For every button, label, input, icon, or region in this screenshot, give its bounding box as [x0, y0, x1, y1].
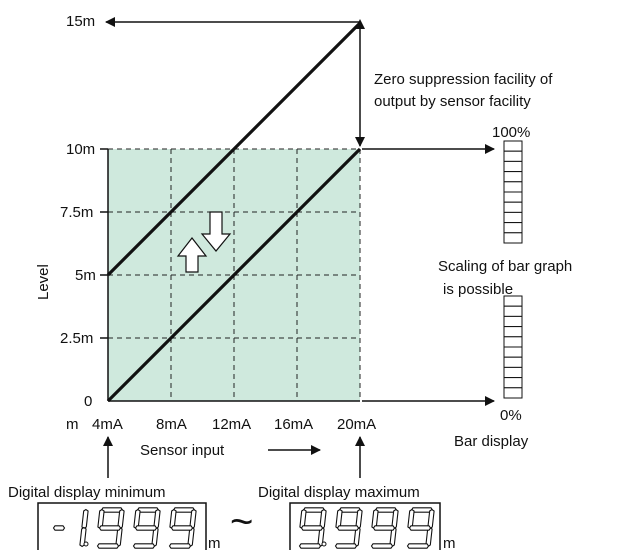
bar-segment [503, 295, 523, 307]
display-segment [370, 543, 394, 549]
display-segment [300, 525, 324, 531]
x-tick-label: 20mA [337, 416, 376, 433]
bar-segment [503, 326, 523, 338]
display-segment [52, 525, 66, 531]
display-segment [98, 525, 122, 531]
bar-segment [503, 150, 523, 162]
display-max-unit: m [443, 535, 456, 550]
y-tick-label: 0 [84, 393, 92, 410]
display-segment [81, 508, 89, 530]
bar-graph-lower [503, 295, 523, 399]
bar-segment [503, 140, 523, 152]
upper-characteristic-line [106, 21, 362, 277]
bar-segment [503, 346, 523, 358]
bar-segment [503, 201, 523, 213]
decimal-point [83, 541, 89, 547]
bar-graph-upper [503, 140, 523, 244]
display-segment [334, 543, 358, 549]
decimal-point [321, 541, 327, 547]
display-min-unit: m [208, 535, 221, 550]
bar-segment [503, 181, 523, 193]
display-segment [336, 525, 360, 531]
bar-segment [503, 191, 523, 203]
top-level-label: 15m [66, 13, 95, 30]
scaling-text: is possible [443, 281, 513, 298]
y-tick-label: 2.5m [60, 330, 93, 347]
lower-characteristic-line [106, 147, 362, 403]
bar-display-caption: Bar display [454, 433, 529, 450]
zero-suppression-text: Zero suppression facility of [374, 71, 553, 88]
bar-segment [503, 222, 523, 234]
display-segment [372, 525, 396, 531]
bar-segment [503, 377, 523, 389]
digital-display-digits [298, 507, 435, 549]
display-max-caption: Digital display maximum [258, 484, 420, 501]
display-segment [170, 525, 194, 531]
bar-segment [503, 387, 523, 399]
display-segment [96, 543, 120, 549]
bar-segment [503, 336, 523, 348]
zero-suppression-text: output by sensor facility [374, 93, 531, 110]
bar-segment [503, 171, 523, 183]
bar-segment [503, 315, 523, 328]
display-segment [298, 543, 322, 549]
bar-segment [503, 232, 523, 244]
y-unit-label: m [66, 416, 79, 433]
display-segment [168, 543, 192, 549]
scaling-text: Scaling of bar graph [438, 258, 572, 275]
bar-segment [503, 305, 523, 317]
y-axis-title: Level [35, 264, 52, 300]
display-segment [132, 543, 156, 549]
bar-bottom-label: 0% [500, 407, 522, 424]
digital-display-min [37, 502, 207, 550]
digital-display-digits [52, 507, 197, 549]
range-tilde: ~ [230, 500, 253, 544]
x-tick-label: 12mA [212, 416, 251, 433]
display-segment [134, 525, 158, 531]
display-segment [408, 525, 432, 531]
digital-display-max [289, 502, 441, 550]
y-tick-label: 10m [66, 141, 95, 158]
bar-segment [503, 366, 523, 379]
bar-top-label: 100% [492, 124, 530, 141]
x-axis-title: Sensor input [140, 442, 225, 459]
up-arrow-icon [176, 237, 208, 273]
bar-segment [503, 356, 523, 368]
bar-segment [503, 211, 523, 224]
display-segment [406, 543, 430, 549]
x-tick-label: 4mA [92, 416, 123, 433]
display-min-caption: Digital display minimum [8, 484, 166, 501]
y-tick-label: 7.5m [60, 204, 93, 221]
x-tick-label: 16mA [274, 416, 313, 433]
y-tick-marks [100, 148, 108, 339]
down-arrow-icon [200, 211, 232, 252]
bar-segment [503, 160, 523, 173]
x-tick-label: 8mA [156, 416, 187, 433]
y-tick-label: 5m [75, 267, 96, 284]
